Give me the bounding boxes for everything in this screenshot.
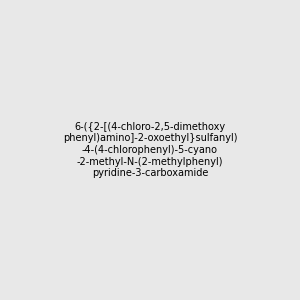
Text: 6-({2-[(4-chloro-2,5-dimethoxy
phenyl)amino]-2-oxoethyl}sulfanyl)
-4-(4-chloroph: 6-({2-[(4-chloro-2,5-dimethoxy phenyl)am… xyxy=(63,122,237,178)
